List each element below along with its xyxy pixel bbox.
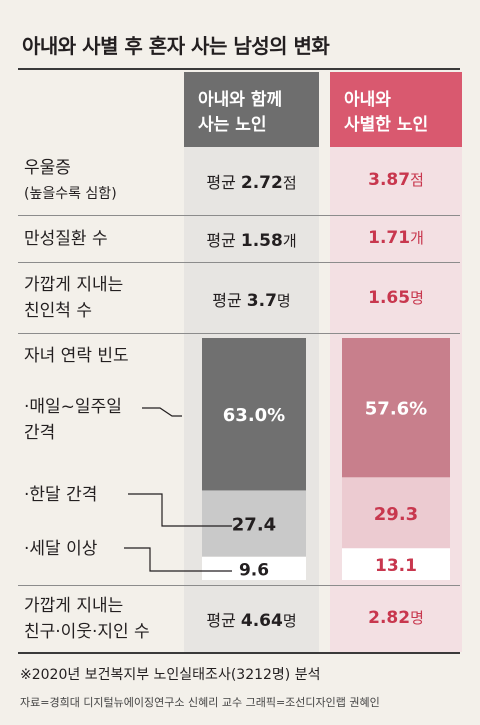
page-title: 아내와 사별 후 혼자 사는 남성의 변화 xyxy=(22,34,330,58)
contact-label: 자녀 연락 빈도 xyxy=(24,346,129,366)
prefix: 평균 xyxy=(206,231,241,250)
row-divider xyxy=(18,585,460,586)
depression-sublabel: (높을수록 심함) xyxy=(24,186,117,202)
relatives-widowed-value: 1.65명 xyxy=(330,287,462,308)
bottom-rule xyxy=(18,652,460,654)
unit: 명 xyxy=(410,289,424,307)
row-divider xyxy=(18,262,460,263)
header-with-wife: 아내와 함께 사는 노인 xyxy=(184,72,319,147)
friends-label-line1: 가깝게 지내는 xyxy=(24,596,124,616)
header-widowed-line1: 아내와 xyxy=(344,90,391,110)
leader-weekly xyxy=(142,407,182,417)
number: 3.7 xyxy=(246,291,277,311)
header-widowed: 아내와 사별한 노인 xyxy=(330,72,462,147)
unit: 점 xyxy=(410,171,424,189)
number: 2.72 xyxy=(240,173,283,193)
friends-with-wife-value: 평균 4.64명 xyxy=(184,607,319,631)
header-with-wife-line1: 아내와 함께 xyxy=(198,90,283,110)
prefix: 평균 xyxy=(206,173,241,192)
number: 3.87 xyxy=(368,170,411,190)
row-label-relatives: 가깝게 지내는 친인척 수 xyxy=(24,272,123,324)
row-label-friends: 가깝게 지내는 친구·이웃·지인 수 xyxy=(24,593,150,645)
number: 1.58 xyxy=(240,231,283,251)
bar-widowed-label-1: 29.3 xyxy=(374,504,418,525)
friends-widowed-value: 2.82명 xyxy=(330,607,462,628)
bar-with-wife-label-1: 27.4 xyxy=(232,515,276,536)
contact-monthly-label: ·한달 간격 xyxy=(24,485,98,505)
chronic-label: 만성질환 수 xyxy=(24,229,108,249)
top-rule xyxy=(18,68,460,70)
contact-weekly-line1: ·매일~일주일 xyxy=(24,397,122,417)
prefix: 평균 xyxy=(212,291,247,310)
bar-widowed-segment-1 xyxy=(342,477,450,549)
unit: 명 xyxy=(276,292,291,310)
chronic-widowed-value: 1.71개 xyxy=(330,227,462,248)
row-divider xyxy=(18,333,460,334)
number: 1.71 xyxy=(368,228,411,248)
number: 4.64 xyxy=(240,611,283,631)
relatives-label-line2: 친인척 수 xyxy=(24,301,92,321)
bar-widowed-label-2: 13.1 xyxy=(375,556,417,576)
leader-monthly xyxy=(128,493,232,527)
bar-with-wife-label-0: 63.0% xyxy=(223,405,285,426)
leader-rare xyxy=(124,547,232,572)
header-widowed-line2: 사별한 노인 xyxy=(344,115,429,135)
unit: 명 xyxy=(282,612,297,630)
unit: 개 xyxy=(410,229,424,247)
bar-widowed-segment-2 xyxy=(342,548,450,580)
chronic-with-wife-value: 평균 1.58개 xyxy=(184,227,319,251)
row-divider xyxy=(18,215,460,216)
number: 2.82 xyxy=(368,608,411,628)
contact-weekly-line2: 간격 xyxy=(24,423,56,443)
unit: 개 xyxy=(282,232,297,250)
unit: 명 xyxy=(410,609,424,627)
bar-with-wife-label-2: 9.6 xyxy=(239,560,269,580)
header-with-wife-line2: 사는 노인 xyxy=(198,115,267,135)
contact-rare-label: ·세달 이상 xyxy=(24,539,98,559)
bar-with-wife-segment-2 xyxy=(202,556,306,580)
footnote: ※2020년 보건복지부 노인실태조사(3212명) 분석 xyxy=(20,667,321,683)
bar-with-wife-segment-0 xyxy=(202,338,306,491)
depression-label: 우울증 xyxy=(24,158,71,178)
number: 1.65 xyxy=(368,288,411,308)
unit: 점 xyxy=(282,174,297,192)
prefix: 평균 xyxy=(206,611,241,630)
bar-widowed-label-0: 57.6% xyxy=(365,399,427,420)
depression-with-wife-value: 평균 2.72점 xyxy=(184,169,319,193)
depression-widowed-value: 3.87점 xyxy=(330,169,462,190)
relatives-with-wife-value: 평균 3.7명 xyxy=(184,287,319,311)
bar-widowed-segment-0 xyxy=(342,338,450,478)
friends-label-line2: 친구·이웃·지인 수 xyxy=(24,622,150,642)
row-label-depression: 우울증 (높을수록 심함) xyxy=(24,155,117,207)
contact-weekly-label: ·매일~일주일 간격 xyxy=(24,394,122,446)
bar-with-wife-segment-1 xyxy=(202,490,306,557)
credit: 자료=경희대 디지털뉴에이징연구소 신혜리 교수 그래픽=조선디자인랩 권혜인 xyxy=(20,696,380,709)
relatives-label-line1: 가깝게 지내는 xyxy=(24,275,124,295)
